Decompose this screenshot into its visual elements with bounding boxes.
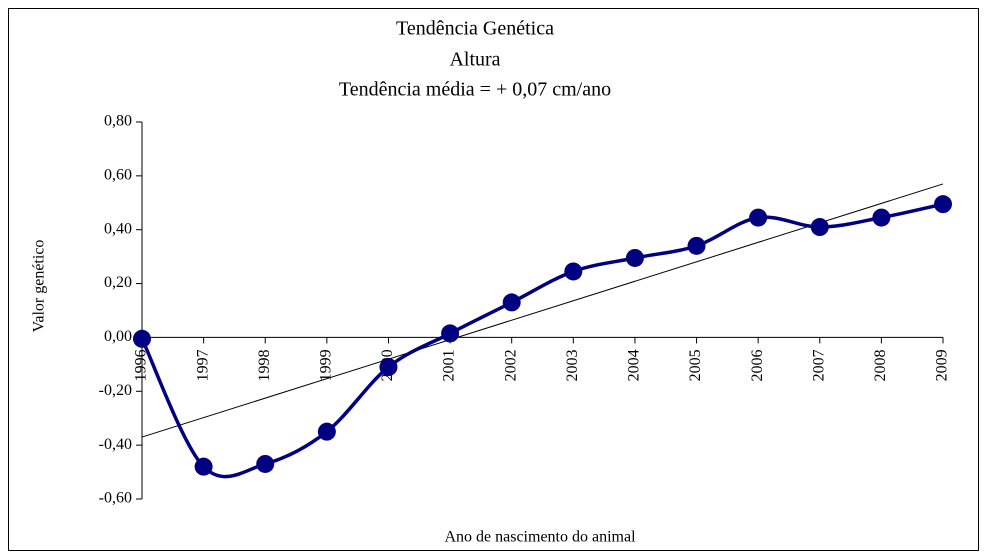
data-point (934, 195, 952, 214)
y-tick-label: -0,20 (99, 382, 132, 399)
x-tick-label: 2003 (564, 349, 581, 381)
chart-annotation: Tendência média = + 0,07 cm/ano (339, 79, 611, 101)
x-tick-label: 2006 (749, 349, 766, 381)
data-point (687, 236, 706, 255)
x-tick-label: 1998 (256, 349, 273, 381)
y-tick-label: -0,40 (99, 436, 132, 453)
x-tick-label: 2009 (934, 349, 951, 381)
x-tick-label: 2008 (872, 349, 889, 381)
y-tick-label: 0,00 (104, 328, 132, 345)
y-tick-label: 0,40 (104, 220, 132, 237)
x-tick-label: 2001 (441, 349, 458, 381)
data-point (194, 457, 213, 476)
x-tick-label: 2005 (687, 349, 704, 381)
x-tick-label: 2002 (502, 349, 519, 381)
data-point (810, 218, 829, 237)
data-point (441, 324, 460, 343)
chart-frame (8, 8, 979, 551)
x-tick-label: 2004 (626, 349, 643, 381)
chart-title: Tendência Genética (396, 18, 554, 40)
data-point (749, 208, 768, 227)
data-point (379, 358, 398, 377)
chart-subtitle: Altura (449, 49, 500, 71)
data-point (133, 329, 151, 348)
data-point (564, 262, 583, 281)
y-tick-label: 0,80 (104, 113, 132, 130)
data-point (502, 293, 521, 312)
x-tick-label: 1996 (133, 349, 150, 381)
data-point (317, 422, 336, 441)
data-point (872, 208, 891, 227)
y-tick-label: -0,60 (99, 490, 132, 507)
x-axis-label: Ano de nascimento do animal (444, 529, 636, 546)
y-tick-label: 0,20 (104, 274, 132, 291)
x-tick-label: 1999 (318, 349, 335, 381)
data-point (256, 454, 275, 473)
x-tick-label: 2007 (810, 349, 827, 381)
y-tick-label: 0,60 (104, 167, 132, 184)
y-axis-label: Valor genético (31, 240, 48, 333)
data-point (625, 248, 644, 267)
x-tick-label: 1997 (194, 349, 211, 381)
